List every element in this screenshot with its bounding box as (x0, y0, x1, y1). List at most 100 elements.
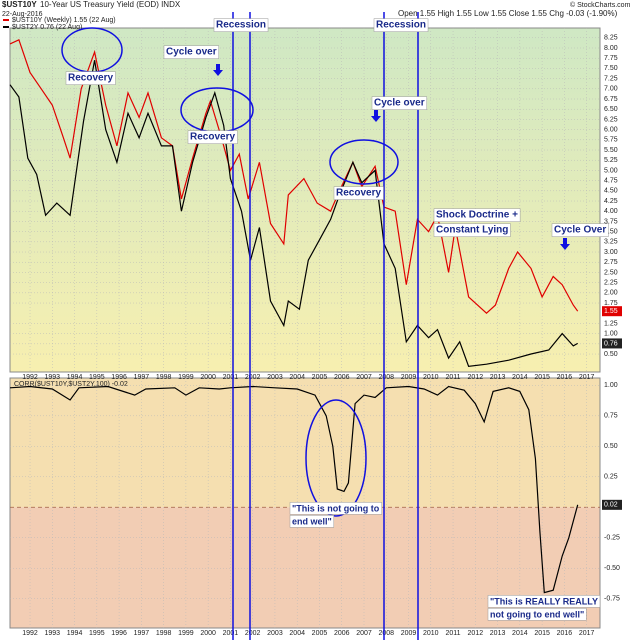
last-value-box (602, 306, 622, 317)
y-tick-label: 4.75 (604, 177, 618, 184)
x-tick-label: 2016 (557, 374, 573, 381)
y-tick-label: 5.75 (604, 137, 618, 144)
y-tick-label: 4.25 (604, 198, 618, 205)
annotation-box (289, 515, 335, 528)
x-tick-label: 2003 (267, 630, 283, 637)
y-tick-label: 8.25 (604, 35, 618, 42)
description: 10-Year US Treasury Yield (EOD) INDX (40, 0, 181, 9)
x-tick-label: 2016 (557, 630, 573, 637)
x-tick-label: 1996 (111, 630, 127, 637)
x-tick-label: 2013 (490, 630, 506, 637)
annotation-shapes (61, 12, 419, 640)
y-tick-label: 0.50 (604, 443, 618, 450)
annotation: Shock Doctrine + (436, 210, 518, 221)
x-tick-label: 1997 (134, 374, 150, 381)
x-tick-label: 2012 (468, 374, 484, 381)
x-tick-label: 2014 (512, 630, 528, 637)
annotation-box (187, 130, 238, 144)
y-tick-label: 1.00 (604, 330, 618, 337)
x-tick-label: 1993 (45, 630, 61, 637)
x-tick-label: 2001 (223, 374, 239, 381)
x-tick-label: 2004 (289, 630, 305, 637)
annotation: Recovery (190, 132, 235, 143)
annotation: Recovery (68, 73, 113, 84)
x-tick-label: 2002 (245, 374, 261, 381)
symbol: $UST10Y (2, 0, 37, 9)
y-tick-label: 2.50 (604, 269, 618, 276)
price-panel (9, 27, 601, 373)
annotation-box (487, 595, 601, 608)
y-tick-label: 3.00 (604, 249, 618, 256)
x-tick-label: 2000 (200, 630, 216, 637)
y-tick-label: 0.25 (604, 474, 618, 481)
x-tick-label: 1992 (22, 374, 38, 381)
y-tick-label: 2.25 (604, 279, 618, 286)
y-tick-label: 1.75 (604, 300, 618, 307)
y-tick-label: 6.75 (604, 96, 618, 103)
x-tick-label: 1997 (134, 630, 150, 637)
y-tick-label: 5.25 (604, 157, 618, 164)
y-tick-label: -0.75 (604, 596, 620, 603)
x-tick-label: 2015 (534, 374, 550, 381)
annotation-box (487, 608, 587, 621)
date: 22-Aug-2016 (2, 11, 43, 18)
y-tick-label: 2.00 (604, 290, 618, 297)
x-tick-label: 2009 (401, 630, 417, 637)
annotation: Cycle over (374, 98, 425, 109)
x-tick-label: 1993 (45, 374, 61, 381)
upper-zone (10, 378, 600, 508)
x-tick-label: 1995 (89, 630, 105, 637)
y-tick-label: 5.50 (604, 147, 618, 154)
x-tick-label: 2003 (267, 374, 283, 381)
x-tick-label: 1999 (178, 374, 194, 381)
annotation: Recession (216, 20, 266, 31)
x-tick-label: 2008 (378, 374, 394, 381)
annotation: "This is not going to (292, 503, 380, 513)
x-tick-label: 2002 (245, 630, 261, 637)
x-tick-label: 2012 (468, 630, 484, 637)
x-tick-label: 1995 (89, 374, 105, 381)
last-value-box (602, 338, 622, 349)
y-tick-label: 6.50 (604, 106, 618, 113)
y-tick-label: -0.50 (604, 565, 620, 572)
y-tick-label: 8.00 (604, 45, 618, 52)
legend-entry: $UST2Y 0.76 (22 Aug) (12, 24, 82, 31)
y-tick-label: 0.50 (604, 351, 618, 358)
y-tick-label: 1.00 (604, 382, 618, 389)
quote: Open 1.55 High 1.55 Low 1.55 Close 1.55 … (398, 9, 618, 18)
annotation: Constant Lying (436, 225, 508, 236)
y-tick-label: 7.25 (604, 75, 618, 82)
y-tick-label: 5.00 (604, 167, 618, 174)
indicator-title: CORR($UST10Y,$UST2Y,100) -0.02 (14, 381, 128, 388)
annotation-box (373, 18, 429, 32)
x-tick-label: 1992 (22, 630, 38, 637)
x-tick-label: 2017 (579, 374, 595, 381)
x-tick-label: 2001 (223, 630, 239, 637)
annotation-box (433, 223, 511, 237)
y-tick-label: 0.75 (604, 413, 618, 420)
y-tick-label: 7.00 (604, 86, 618, 93)
x-tick-label: 2006 (334, 630, 350, 637)
y-tick-label: 6.00 (604, 126, 618, 133)
x-tick-label: 2004 (289, 374, 305, 381)
annotation: Recession (376, 20, 426, 31)
y-tick-label: 3.25 (604, 239, 618, 246)
y-tick-label: 2.75 (604, 259, 618, 266)
x-tick-label: 2015 (534, 630, 550, 637)
x-tick-label: 1994 (67, 374, 83, 381)
annotation-box (433, 208, 521, 222)
x-tick-label: 2005 (312, 630, 328, 637)
x-tick-label: 2009 (401, 374, 417, 381)
x-tick-label: 1998 (156, 630, 172, 637)
x-tick-label: 2006 (334, 374, 350, 381)
source: © StockCharts.com (570, 1, 631, 9)
annotation: not going to end well" (490, 609, 584, 619)
y-tick-label: 7.50 (604, 65, 618, 72)
x-tick-label: 1996 (111, 374, 127, 381)
annotation-arrows (213, 64, 570, 250)
x-tick-label: 2007 (356, 374, 372, 381)
annotation-box (333, 186, 384, 200)
x-tick-label: 2007 (356, 630, 372, 637)
y-tick-label: 6.25 (604, 116, 618, 123)
